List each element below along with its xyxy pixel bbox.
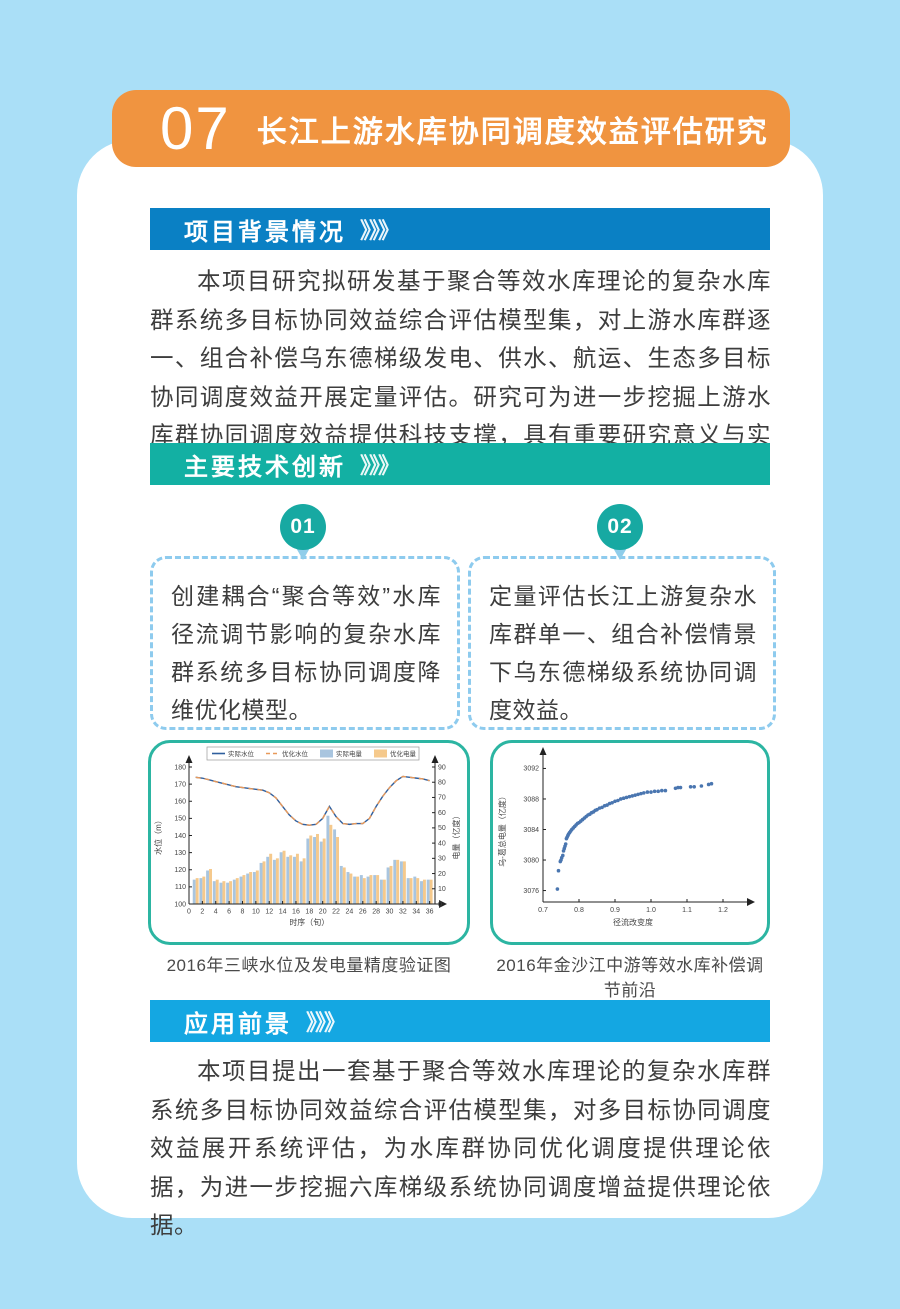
right-chart-caption: 2016年金沙江中游等效水库补偿调节前沿 [496,956,764,1000]
svg-text:8: 8 [241,909,245,916]
svg-text:70: 70 [438,795,446,802]
svg-text:12: 12 [265,909,273,916]
section-header-innovation: 主要技术创新 》》》 [150,443,770,485]
svg-text:90: 90 [438,764,446,771]
svg-text:4: 4 [214,909,218,916]
svg-text:2: 2 [200,909,204,916]
svg-text:130: 130 [174,850,186,857]
innovation-box-2: 定量评估长江上游复杂水库群单一、组合补偿情景下乌东德梯级系统协同调度效益。 [468,556,776,730]
innovation-box-1: 创建耦合“聚合等效”水库径流调节影响的复杂水库群系统多目标协同调度降维优化模型。 [150,556,460,730]
svg-text:30: 30 [438,856,446,863]
svg-text:140: 140 [174,833,186,840]
svg-text:1.1: 1.1 [682,907,692,914]
compensation-frontier-chart: 3076 3080 3084 3088 3092 0.7 0.8 0.9 1.0 1.1 1.2 径流… [497,747,755,927]
section-title: 项目背景情况 [184,218,346,246]
svg-text:优化电量: 优化电量 [390,749,417,758]
svg-text:100: 100 [174,901,186,908]
svg-text:20: 20 [319,909,327,916]
svg-text:150: 150 [174,816,186,823]
page-title: 长江上游水库协同调度效益评估研究 [256,115,769,149]
svg-text:110: 110 [175,884,186,891]
level-power-chart-frame: 100 110 120 130 140 150 160 170 180 0 10 20 30 40 50 60… [148,740,470,945]
badge-number: 01 [280,504,326,550]
svg-text:30: 30 [386,909,394,916]
background-paragraph: 本项目研究拟研发基于聚合等效水库理论的复杂水库群系统多目标协同效益综合评估模型集… [150,268,771,487]
svg-text:6: 6 [227,909,231,916]
svg-text:24: 24 [346,909,354,916]
innovation-text-1: 创建耦合“聚合等效”水库径流调节影响的复杂水库群系统多目标协同调度降维优化模型。 [171,583,441,723]
svg-text:0.7: 0.7 [538,907,548,914]
svg-text:优化水位: 优化水位 [282,749,309,758]
svg-text:1.0: 1.0 [646,907,656,914]
level-power-chart: 1001101201301401501601701800102030405060… [153,746,461,927]
badge-number: 02 [597,504,643,550]
svg-text:3092: 3092 [523,766,539,773]
svg-text:10: 10 [438,886,446,893]
chevron-right-icon: 》》》 [360,453,400,478]
svg-text:水位（m）: 水位（m） [153,816,163,855]
svg-text:径流改变度: 径流改变度 [613,917,653,927]
svg-text:实际水位: 实际水位 [228,749,255,758]
svg-text:实际电量: 实际电量 [336,749,363,758]
svg-text:80: 80 [438,780,446,787]
compensation-frontier-chart-frame: 3076 3080 3084 3088 3092 0.7 0.8 0.9 1.0 1.1 1.2 径流… [490,740,770,945]
svg-text:40: 40 [438,840,446,847]
svg-text:电量（亿度）: 电量（亿度） [451,812,461,860]
svg-text:16: 16 [292,909,300,916]
section-number: 07 [160,94,231,162]
svg-text:3080: 3080 [523,857,539,864]
svg-text:32: 32 [399,909,407,916]
svg-text:180: 180 [174,764,186,771]
svg-text:50: 50 [438,825,446,832]
left-chart-caption: 2016年三峡水位及发电量精度验证图 [166,956,452,975]
svg-text:乌-葛总电量（亿度）: 乌-葛总电量（亿度） [497,792,507,867]
svg-text:3088: 3088 [523,796,539,803]
application-paragraph: 本项目提出一套基于聚合等效水库理论的复杂水库群系统多目标协同效益综合评估模型集，… [150,1058,771,1238]
svg-text:1.2: 1.2 [718,907,728,914]
section-title: 应用前景 [184,1010,292,1038]
svg-text:14: 14 [279,909,287,916]
innovation-text-2: 定量评估长江上游复杂水库群单一、组合补偿情景下乌东德梯级系统协同调度效益。 [489,583,757,723]
svg-text:34: 34 [412,909,420,916]
section-header-application: 应用前景 》》》 [150,1000,770,1042]
svg-text:22: 22 [332,909,340,916]
svg-text:3084: 3084 [523,827,539,834]
svg-text:20: 20 [438,871,446,878]
svg-text:36: 36 [426,909,434,916]
svg-text:120: 120 [174,867,186,874]
svg-text:0: 0 [438,901,442,908]
svg-text:170: 170 [174,781,186,788]
chevron-right-icon: 》》》 [360,218,400,243]
section-title: 主要技术创新 [184,453,346,481]
svg-text:3076: 3076 [523,888,539,895]
svg-text:时序（旬）: 时序（旬） [289,917,329,927]
svg-text:0.9: 0.9 [610,907,620,914]
svg-text:26: 26 [359,909,367,916]
chevron-right-icon: 》》》 [306,1010,346,1035]
svg-text:160: 160 [174,799,186,806]
svg-text:0.8: 0.8 [574,907,584,914]
page-header-banner: 07 长江上游水库协同调度效益评估研究 [112,90,790,167]
section-header-background: 项目背景情况 》》》 [150,208,770,250]
svg-text:0: 0 [187,909,191,916]
svg-text:60: 60 [438,810,446,817]
svg-text:18: 18 [305,909,313,916]
svg-text:10: 10 [252,909,260,916]
svg-text:28: 28 [372,909,380,916]
